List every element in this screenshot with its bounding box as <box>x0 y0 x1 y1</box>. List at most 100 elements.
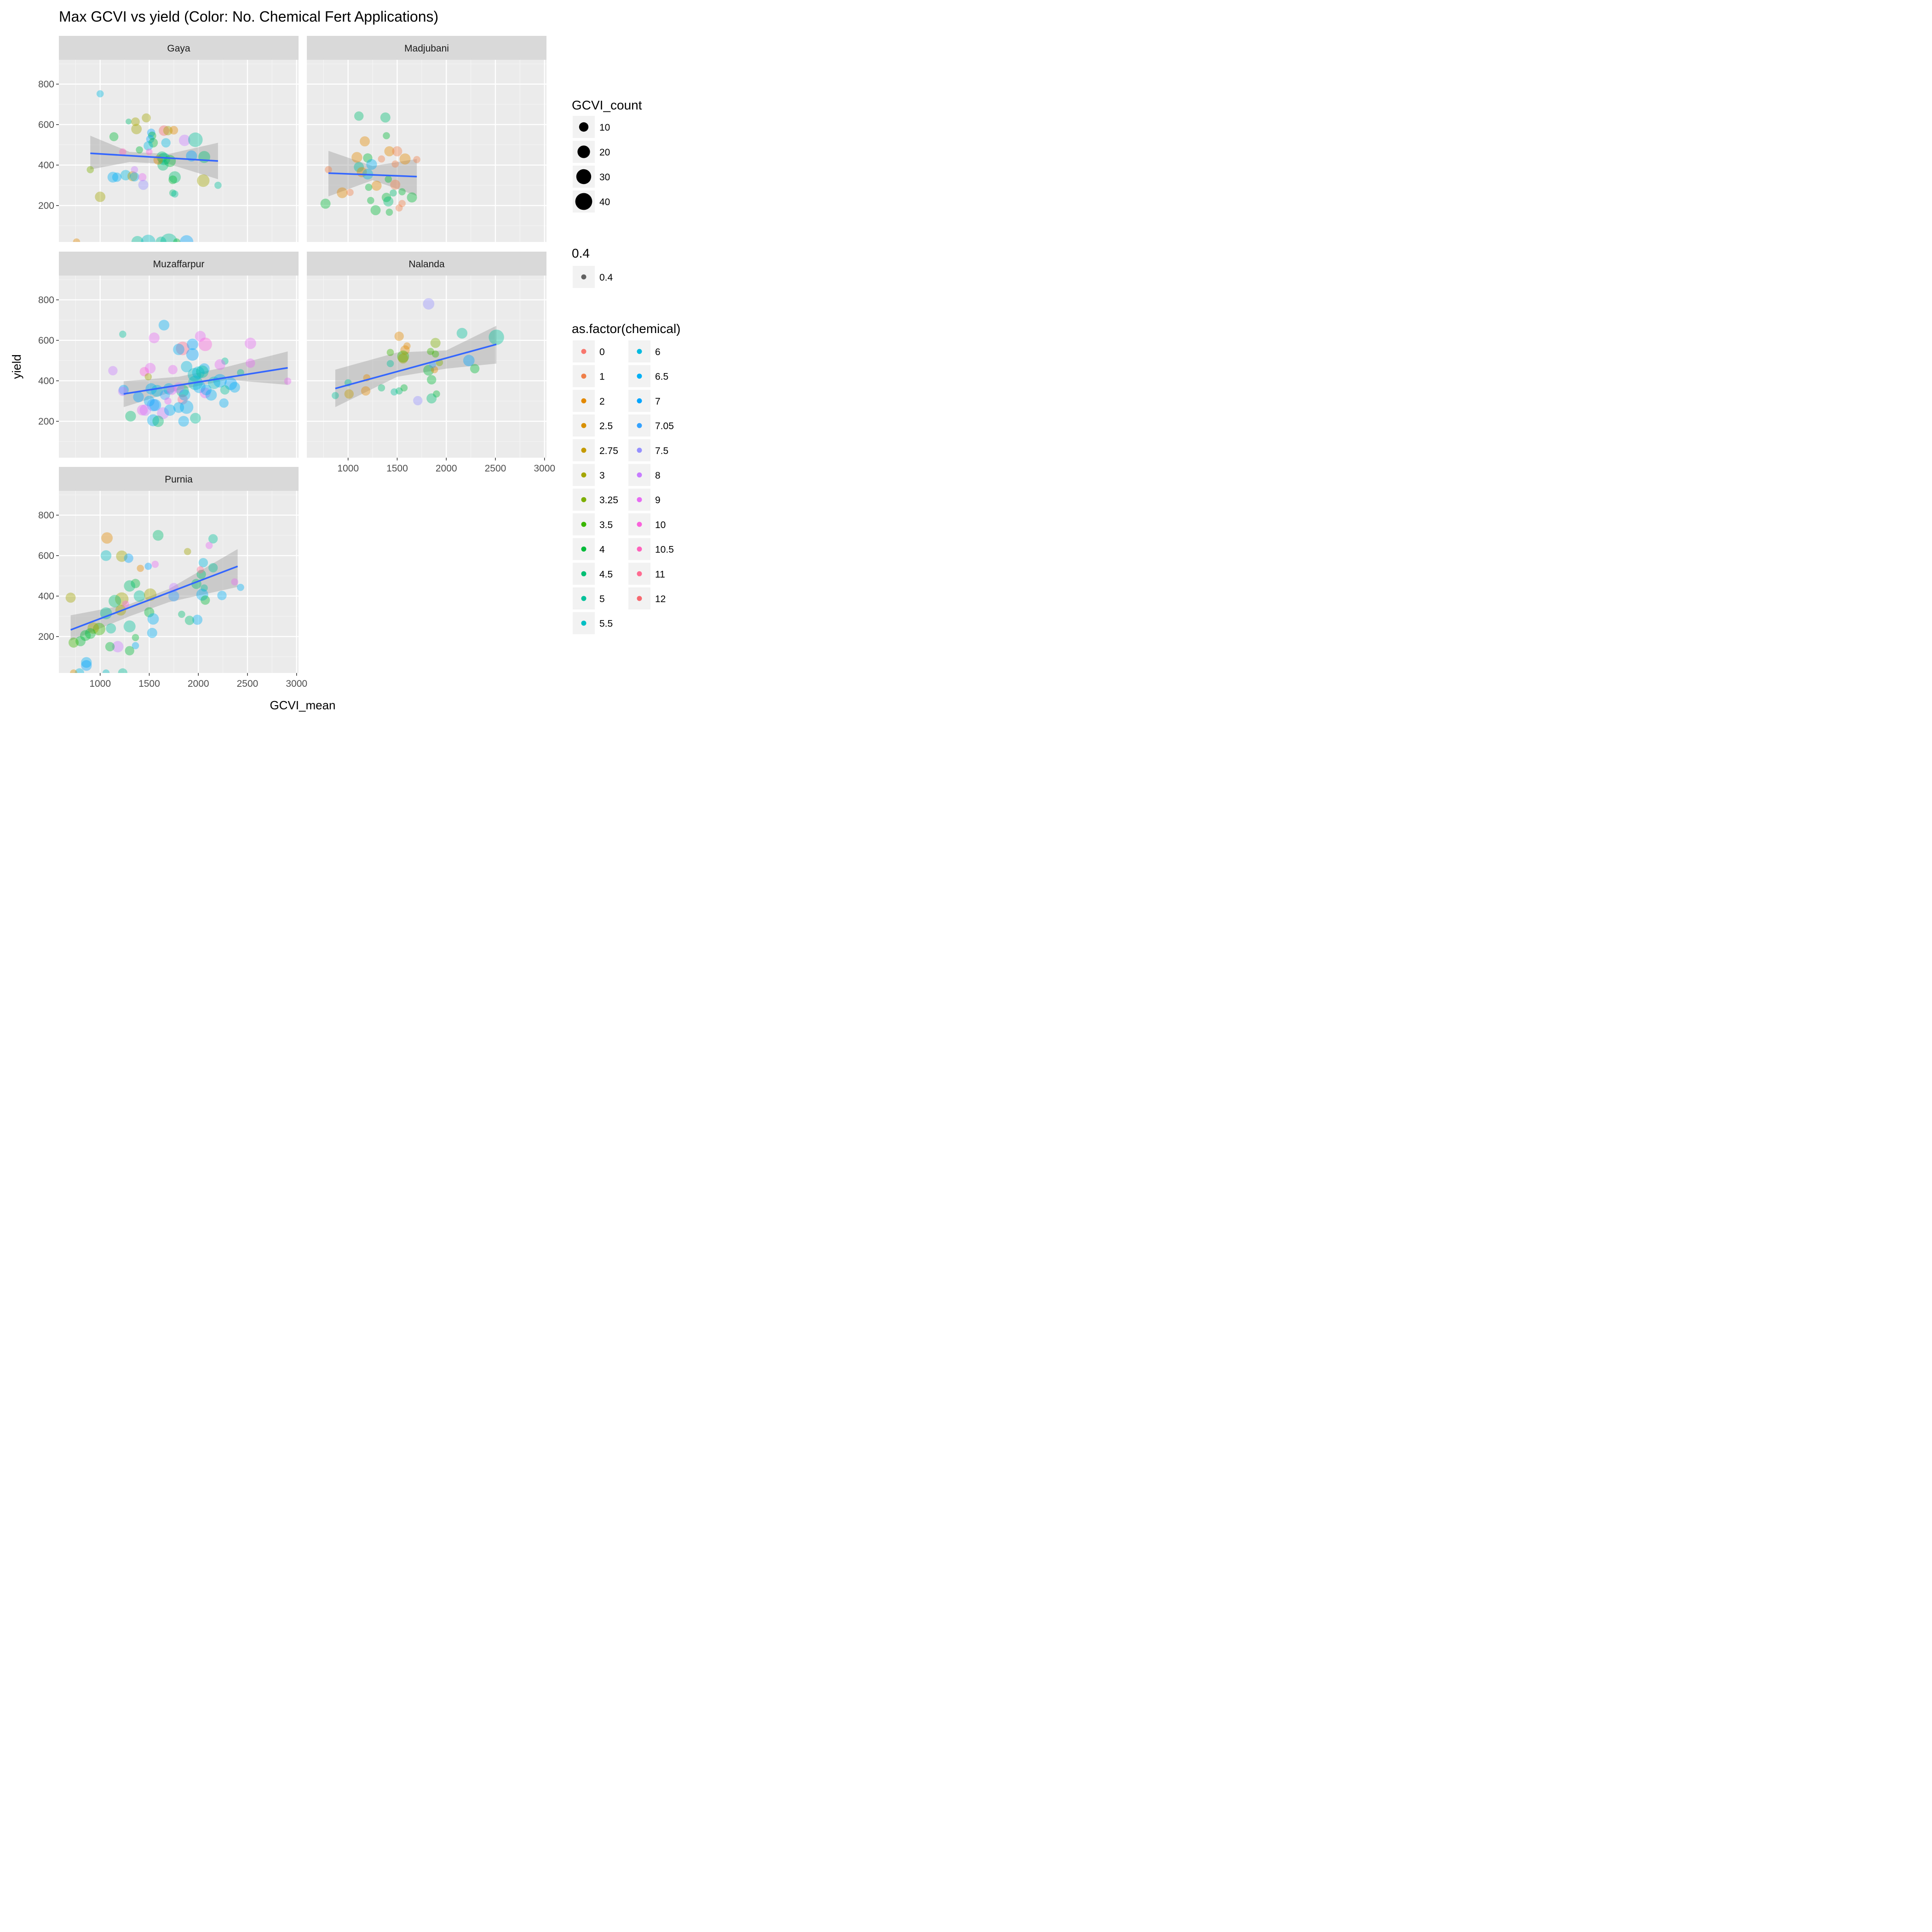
color-legend-symbol <box>637 497 642 502</box>
data-point <box>144 373 152 380</box>
color-legend-label: 5 <box>599 594 605 604</box>
data-point <box>413 156 420 163</box>
data-point <box>85 628 96 639</box>
data-point <box>108 366 118 375</box>
data-point <box>144 362 156 374</box>
data-point <box>325 166 332 173</box>
size-legend-symbol <box>576 169 592 184</box>
data-point <box>95 191 106 202</box>
data-point <box>381 193 391 202</box>
color-legend-symbol <box>581 423 586 428</box>
color-legend-label: 3.25 <box>599 495 618 506</box>
data-point <box>188 132 203 147</box>
data-point <box>138 173 147 182</box>
x-tick-label: 2000 <box>436 463 457 474</box>
color-legend-label: 11 <box>655 569 665 580</box>
chart-title: Max GCVI vs yield (Color: No. Chemical F… <box>59 8 438 25</box>
data-point <box>124 553 133 563</box>
x-tick-label: 2000 <box>188 678 209 689</box>
y-tick-label: 200 <box>38 416 54 427</box>
size-legend-label: 40 <box>599 197 610 207</box>
data-point <box>390 189 397 197</box>
data-point <box>385 175 392 183</box>
data-point <box>384 146 395 156</box>
panel-plot-area <box>108 320 292 427</box>
data-point <box>125 646 134 656</box>
data-point <box>81 660 92 671</box>
data-point <box>187 339 198 350</box>
data-point <box>131 124 142 134</box>
color-legend-symbol <box>637 571 642 576</box>
panel-background <box>59 491 299 673</box>
data-point <box>332 392 339 399</box>
data-point <box>386 360 394 368</box>
regression-line <box>328 172 417 178</box>
facet-panel-muzaffarpur: Muzaffarpur 200 400 600 800 <box>38 252 299 458</box>
data-point <box>346 189 354 196</box>
color-legend-symbol <box>637 349 642 354</box>
data-point <box>246 358 255 368</box>
panel-background <box>307 276 546 458</box>
data-point <box>118 385 129 395</box>
panel-background <box>307 60 546 242</box>
data-point <box>120 170 131 181</box>
data-point <box>219 398 229 408</box>
data-point <box>365 184 373 191</box>
data-point <box>217 591 227 600</box>
color-legend-label: 3.5 <box>599 520 613 530</box>
data-point <box>397 351 409 362</box>
y-tick-label: 200 <box>38 201 54 211</box>
data-point <box>208 534 218 544</box>
data-point <box>196 566 204 574</box>
x-axis-title: GCVI_mean <box>270 698 335 712</box>
color-legend-label: 10.5 <box>655 545 674 555</box>
data-point <box>394 331 404 341</box>
color-legend-label: 0 <box>599 347 605 357</box>
data-point <box>173 402 184 413</box>
data-point <box>400 345 410 355</box>
data-point <box>197 174 210 187</box>
data-point <box>148 138 158 148</box>
data-point <box>337 187 348 198</box>
facet-strip-label: Nalanda <box>408 259 445 270</box>
color-legend-symbol <box>637 448 642 453</box>
data-point <box>137 404 148 416</box>
alpha-legend-label: 0.4 <box>599 272 613 283</box>
data-point <box>354 111 364 121</box>
data-point <box>220 385 230 395</box>
data-point <box>201 384 212 396</box>
data-point <box>136 146 143 154</box>
data-point <box>431 350 439 358</box>
color-legend-label: 4.5 <box>599 569 613 580</box>
data-point <box>160 390 170 400</box>
panel-background <box>59 60 299 242</box>
data-point <box>100 607 112 620</box>
facet-panel-madjubani: Madjubani <box>307 36 546 242</box>
data-point <box>361 386 371 396</box>
data-point <box>214 182 222 189</box>
facet-strip-label: Muzaffarpur <box>153 259 205 270</box>
confidence-band <box>328 151 417 196</box>
data-point <box>124 580 136 592</box>
size-legend-label: 30 <box>599 172 610 183</box>
y-tick-label: 600 <box>38 551 54 561</box>
data-point <box>171 190 178 198</box>
data-point <box>164 397 172 405</box>
data-point <box>157 153 171 166</box>
y-tick-label: 800 <box>38 510 54 521</box>
color-legend-symbol <box>637 522 642 527</box>
regression-line <box>335 343 497 390</box>
data-point <box>489 329 504 345</box>
data-point <box>231 578 238 586</box>
data-point <box>201 584 208 592</box>
alpha-legend-title: 0.4 <box>572 246 590 260</box>
data-point <box>413 396 423 406</box>
data-point <box>205 389 217 401</box>
y-tick-label: 400 <box>38 376 54 386</box>
panel-plot-area <box>332 298 504 407</box>
data-point <box>105 642 115 652</box>
data-point <box>144 396 155 407</box>
data-point <box>112 641 124 653</box>
color-legend-label: 4 <box>599 545 605 555</box>
data-point <box>123 620 136 632</box>
